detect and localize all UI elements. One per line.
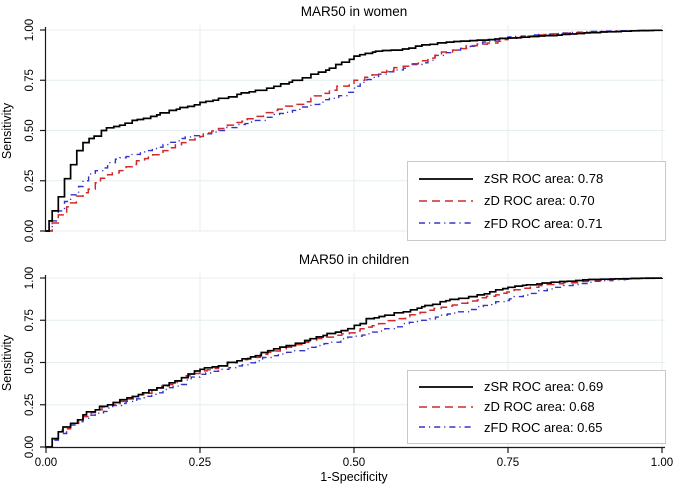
- y-tick-label: 0.00: [24, 436, 36, 458]
- legend-label-zfd: zFD ROC area: 0.65: [484, 419, 603, 435]
- y-tick-label: 0.25: [24, 394, 36, 416]
- legend-label-zsr: zSR ROC area: 0.78: [484, 171, 604, 187]
- roc-curves-layer: [46, 29, 663, 448]
- x-axis-label: 1-Specificity: [320, 470, 388, 484]
- legend-row-zd: zD ROC area: 0.68: [418, 397, 655, 416]
- legend-label-zfd: zFD ROC area: 0.71: [484, 215, 603, 231]
- zsr-line-sample-icon: [419, 385, 473, 388]
- legend-row-zd: zD ROC area: 0.70: [418, 190, 655, 211]
- x-tick-label: 0.25: [189, 457, 211, 469]
- legend-row-zsr: zSR ROC area: 0.78: [418, 168, 655, 189]
- legend-row-zfd: zFD ROC area: 0.71: [418, 213, 655, 234]
- legend-label-zsr: zSR ROC area: 0.69: [484, 379, 604, 395]
- legend-label-zd: zD ROC area: 0.68: [484, 399, 595, 415]
- x-tick-label: 0.50: [343, 457, 365, 469]
- x-tick-label: 0.75: [497, 457, 519, 469]
- women-legend: zSR ROC area: 0.78 zD ROC area: 0.70 zFD…: [407, 161, 666, 241]
- legend-row-zfd: zFD ROC area: 0.65: [418, 418, 655, 437]
- zfd-line-sample-icon: [419, 222, 473, 225]
- roc-curve-zsr: [46, 29, 663, 232]
- legend-row-zsr: zSR ROC area: 0.69: [418, 377, 655, 396]
- y-tick-label: 0.25: [24, 170, 36, 192]
- y-tick-label: 1.00: [24, 19, 36, 41]
- y-tick-label: 0.00: [24, 220, 36, 242]
- women-plot-title: MAR50 in women: [301, 4, 408, 19]
- roc-curve-zfd: [46, 277, 663, 448]
- zsr-line-sample-icon: [419, 177, 473, 180]
- zd-line-sample-icon: [419, 200, 473, 202]
- y-tick-label: 1.00: [24, 267, 36, 289]
- axes-layer: [40, 27, 665, 453]
- children-y-axis-label: Sensitivity: [0, 334, 14, 391]
- zd-line-sample-icon: [419, 406, 473, 408]
- y-tick-label: 0.75: [24, 69, 36, 91]
- x-tick-label: 0.00: [35, 457, 57, 469]
- women-y-axis-label: Sensitivity: [0, 102, 14, 159]
- y-tick-label: 0.50: [24, 351, 36, 373]
- roc-curve-zfd: [46, 29, 663, 232]
- tick-labels-layer: 0.00 0.25 0.50 0.75 1.00 0.00 0.25 0.50 0.75 1.00…: [24, 19, 673, 469]
- y-tick-label: 0.50: [24, 119, 36, 141]
- roc-curve-zd: [46, 29, 663, 232]
- gridlines-layer: [46, 25, 665, 447]
- children-plot-title: MAR50 in children: [299, 252, 409, 267]
- children-legend: zSR ROC area: 0.69 zD ROC area: 0.68 zFD…: [407, 370, 666, 444]
- y-tick-label: 0.75: [24, 309, 36, 331]
- roc-curve-zsr: [46, 277, 663, 448]
- zfd-line-sample-icon: [419, 426, 473, 429]
- legend-label-zd: zD ROC area: 0.70: [484, 193, 595, 209]
- x-tick-label: 1.00: [651, 457, 673, 469]
